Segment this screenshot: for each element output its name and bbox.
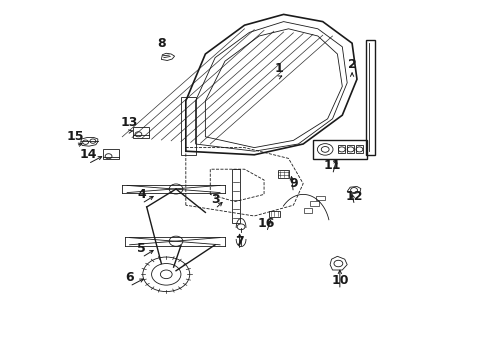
Text: 16: 16 [257, 217, 275, 230]
Text: 10: 10 [330, 274, 348, 287]
Text: 13: 13 [121, 116, 138, 129]
Text: 9: 9 [288, 177, 297, 190]
Text: 6: 6 [125, 271, 134, 284]
Text: 7: 7 [235, 235, 244, 248]
Bar [303, 208, 312, 213]
Bar [365, 40, 374, 155]
Bar [133, 127, 148, 138]
Text: 12: 12 [345, 190, 363, 203]
Bar [232, 169, 239, 223]
Bar [355, 145, 362, 153]
Text: 2: 2 [347, 58, 356, 71]
Text: 3: 3 [210, 193, 219, 206]
Bar [312, 140, 366, 159]
Bar [338, 145, 345, 153]
Text: 4: 4 [137, 188, 146, 201]
Bar [346, 145, 353, 153]
Bar [309, 201, 318, 206]
Text: 14: 14 [79, 148, 97, 161]
Bar [102, 149, 119, 159]
Text: 11: 11 [323, 159, 341, 172]
Text: 1: 1 [274, 62, 283, 75]
Text: 15: 15 [67, 130, 84, 143]
Text: 5: 5 [137, 242, 146, 255]
Bar [315, 196, 324, 200]
Text: 8: 8 [157, 37, 165, 50]
